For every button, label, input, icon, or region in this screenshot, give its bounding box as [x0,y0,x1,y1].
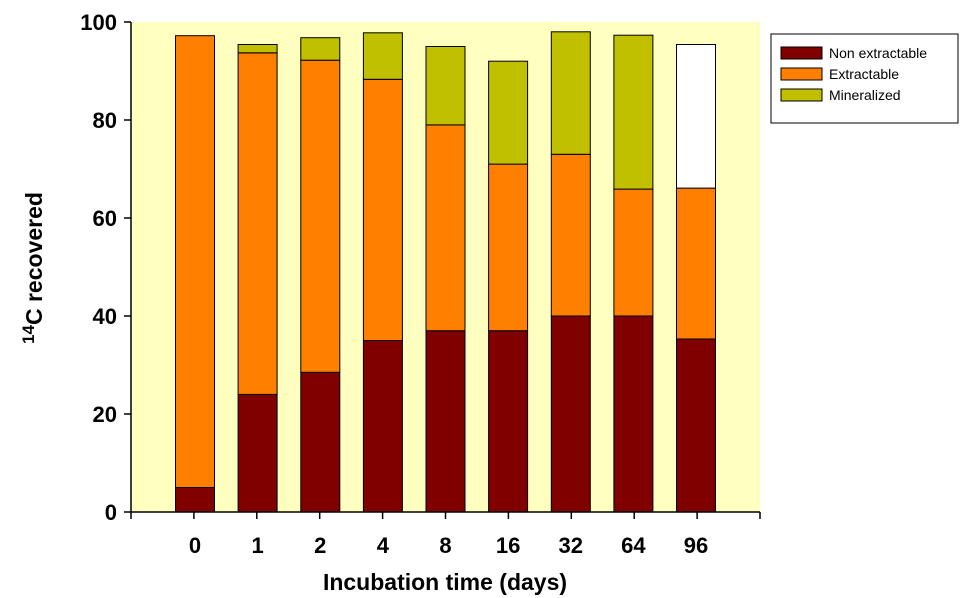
bar-non-extractable-32 [550,315,591,513]
bar-non-extractable-16 [488,330,529,513]
bar-non-extractable-2 [300,371,341,513]
x-tick-label-96: 96 [684,533,708,558]
y-axis-title: 14C recovered [19,192,47,344]
bar-mineralized-2 [300,37,341,61]
y-tick-label-0: 0 [105,500,117,525]
bar-mineralized-4 [362,32,403,80]
legend-label-mineralized: Mineralized [829,87,901,103]
bar-mineralized-32 [550,31,591,155]
bar-extractable-32 [550,153,591,317]
y-axis-title-superscript: 14 [19,324,38,343]
bar-non-extractable-4 [362,340,403,513]
x-tick-label-2: 2 [314,533,326,558]
y-ticks-group: 0 20 40 60 80 100 [80,10,131,525]
bar-mineralized-1 [237,44,278,54]
bar-mineralized-8 [425,46,466,126]
bar-extractable-2 [300,59,341,373]
legend: Non extractable Extractable Mineralized [770,33,959,124]
bar-non-extractable-8 [425,330,466,513]
bar-extractable-96 [676,187,716,340]
bar-non-extractable-64 [613,315,654,513]
bar-non-extractable-1 [237,393,278,513]
x-tick-label-64: 64 [621,533,646,558]
x-tick-label-0: 0 [189,533,201,558]
y-axis-title-main: C recovered [21,192,47,325]
bar-extractable-0 [175,35,215,488]
bar-extractable-64 [613,188,654,317]
legend-swatch-extractable [780,67,823,81]
y-tick-label-100: 100 [80,10,117,35]
bars-group [175,31,716,513]
y-tick-label-60: 60 [93,206,117,231]
legend-swatch-mineralized [780,88,823,102]
bar-extractable-8 [425,124,466,332]
x-tick-label-1: 1 [251,533,263,558]
bar-extractable-4 [362,78,403,342]
x-tick-label-4: 4 [377,533,390,558]
y-tick-label-80: 80 [93,108,117,133]
legend-label-extractable: Extractable [829,66,899,82]
x-ticks-group: 0 1 2 4 8 16 32 64 96 [130,512,761,558]
bar-non-extractable-96 [676,338,716,513]
bar-non-extractable-0 [175,487,215,513]
x-tick-label-8: 8 [439,533,451,558]
x-axis-title: Incubation time (days) [323,569,567,595]
x-tick-label-32: 32 [559,533,583,558]
bar-extractable-1 [237,52,278,395]
bar-mineralized-64 [613,34,654,190]
x-tick-label-16: 16 [496,533,520,558]
legend-swatch-non-extractable [780,46,823,60]
bar-unlabeled-96 [676,44,716,189]
bar-mineralized-16 [488,60,529,165]
legend-label-non-extractable: Non extractable [829,45,927,61]
y-tick-label-40: 40 [93,304,117,329]
bar-extractable-16 [488,163,529,332]
y-tick-label-20: 20 [93,402,117,427]
